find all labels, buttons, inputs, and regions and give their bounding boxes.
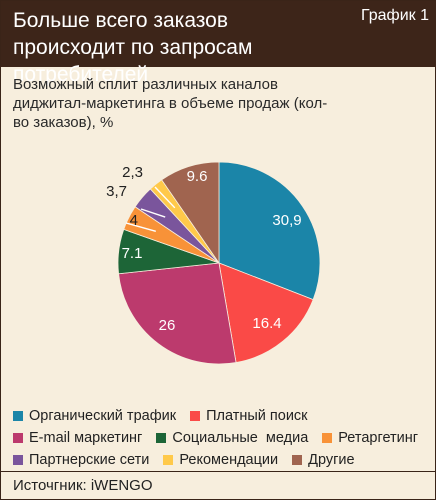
legend-label: E-mail маркетинг xyxy=(29,430,143,446)
legend-item: Платный поиск xyxy=(190,408,308,424)
legend-label: Социальные медиа xyxy=(172,430,309,446)
leader-line-6 xyxy=(140,208,166,218)
data-label-4: 7.1 xyxy=(122,245,143,262)
legend-row-3: Партнерские сети Рекомендации Другие xyxy=(13,449,433,471)
legend-label: Платный поиск xyxy=(206,408,308,424)
legend-item: Органический трафик xyxy=(13,408,176,424)
legend-row-2: E-mail маркетинг Социальные медиа Ретаргет… xyxy=(13,427,433,449)
legend-swatch xyxy=(156,433,167,443)
legend-item: Рекомендации xyxy=(163,452,278,468)
legend-row-1: Органический трафик Платный поиск xyxy=(13,405,433,427)
legend-swatch xyxy=(163,455,174,465)
legend-item: E-mail маркетинг xyxy=(13,430,142,446)
legend-swatch xyxy=(292,455,303,465)
data-label-3: 26 xyxy=(159,317,176,334)
header-bar: Больше всего заказов происходит по запро… xyxy=(1,1,436,86)
data-label-5: 4 xyxy=(130,212,138,229)
legend-label: Рекомендации xyxy=(179,452,279,468)
data-label-8: 9.6 xyxy=(187,168,208,185)
legend-item: Другие xyxy=(292,452,355,468)
legend-item: Партнерские сети xyxy=(13,452,149,468)
legend-swatch xyxy=(322,433,333,443)
pie-chart: 30,9 16.4 26 7.1 43,7 2,3 9.6 xyxy=(106,161,321,365)
legend-label: Ретаргетинг xyxy=(338,430,419,446)
legend-label: Партнерские сети xyxy=(29,452,150,468)
footer: Источгник: iWENGO xyxy=(1,471,436,499)
pie-slice-3 xyxy=(118,262,237,365)
pie-slice-2 xyxy=(218,262,314,364)
legend-swatch xyxy=(13,455,23,465)
data-label-1: 30,9 xyxy=(272,212,301,229)
pie-slice-8 xyxy=(161,161,220,265)
chart-number-tag: График 1 xyxy=(360,7,429,24)
legend-swatch xyxy=(13,411,23,421)
leader-line-7 xyxy=(154,186,176,209)
chart-headline: Больше всего заказов происходит по запро… xyxy=(13,9,253,86)
pie-slice-1 xyxy=(218,161,321,301)
data-label-2: 16.4 xyxy=(252,315,281,332)
legend-swatch xyxy=(13,433,23,443)
leader-line-5 xyxy=(125,222,156,232)
legend-label: Другие xyxy=(308,452,355,468)
data-label-6: 3,7 xyxy=(106,183,127,200)
legend-label: Органический трафик xyxy=(29,408,177,424)
legend-item: Социальные медиа xyxy=(156,430,308,446)
source-note: Источгник: iWENGO xyxy=(13,477,153,494)
chart-subtitle: Возможный сплит различных каналов диджит… xyxy=(13,76,328,131)
data-label-7: 2,3 xyxy=(122,164,143,181)
legend: Органический трафик Платный поиск E-mail м… xyxy=(13,405,433,471)
legend-swatch xyxy=(190,411,201,421)
legend-item: Ретаргетинг xyxy=(322,430,418,446)
